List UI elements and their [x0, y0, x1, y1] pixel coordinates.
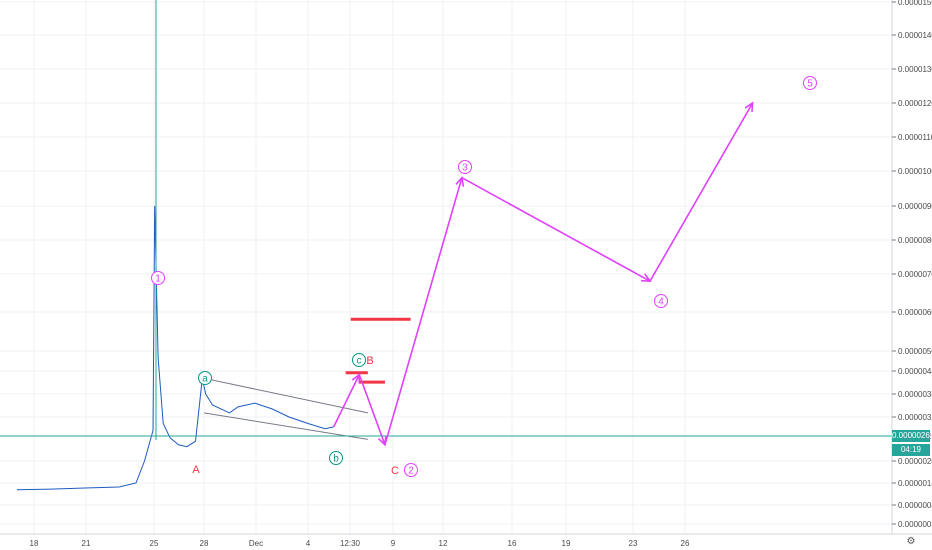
gear-icon[interactable]: ⚙ [906, 536, 916, 547]
y-tick-label: 0.00000030 [898, 520, 932, 529]
x-tick-label: 16 [508, 539, 517, 548]
y-tick-label: 0.00001000 [898, 167, 932, 176]
y-tick-label: 0.00001100 [898, 133, 932, 142]
wave-label-B: B [366, 355, 373, 367]
y-tick-label: 0.00000320 [898, 413, 932, 422]
projection-arrowhead [744, 101, 754, 113]
wave-label-c: c [357, 356, 362, 367]
wave-label-circle [654, 294, 668, 308]
channel-upper [203, 377, 368, 414]
y-axis: 0.00001500 0.00001400 0.00001300 0.00001200… [892, 0, 932, 529]
wave-label-circle [151, 271, 165, 285]
y-tick-label: 0.00000700 [898, 270, 932, 279]
x-tick-label: 25 [150, 539, 159, 548]
wave-label-circle [352, 353, 366, 367]
x-tick-label: 12 [439, 539, 448, 548]
wave-label-circle [329, 451, 343, 465]
y-tick-label: 0.00001300 [898, 65, 932, 74]
projection-segment [332, 374, 361, 428]
wave-label-C: C [391, 465, 399, 477]
wave-label-1: 1 [155, 274, 161, 285]
y-tick-label: 0.00001400 [898, 31, 932, 40]
y-tick-label: 0.00000140 [898, 479, 932, 488]
x-tick-label: 19 [562, 539, 571, 548]
x-tick-label: 21 [82, 539, 91, 548]
x-tick-label: Dec [249, 539, 263, 548]
wave-label-2: 2 [408, 466, 414, 477]
wave-label-circle [404, 463, 418, 477]
wave-label-3: 3 [462, 163, 468, 174]
x-tick-label: 9 [391, 539, 396, 548]
projection-segment [649, 102, 754, 282]
projection-path [332, 101, 754, 447]
y-tick-label: 0.00000900 [898, 202, 932, 211]
price-line [16, 205, 334, 491]
y-tick-label: 0.00000800 [898, 236, 932, 245]
resistance-lines [345, 317, 411, 384]
x-axis: 18 21 25 28 Dec 4 12:30 9 12 16 19 23 26 [30, 539, 690, 548]
wave-label-a: a [202, 374, 208, 385]
projection-segment [384, 177, 463, 446]
grid [0, 0, 892, 534]
wave-label-b: b [333, 454, 339, 465]
channel-lines [203, 377, 368, 440]
wave-label-circle [198, 371, 212, 385]
projection-segment [358, 374, 386, 446]
wave-labels: 1 Aa b c B C 2 3 4 5 [151, 76, 817, 477]
x-tick-label: 26 [681, 539, 690, 548]
x-tick-label: 23 [629, 539, 638, 548]
projection-segment [461, 177, 651, 282]
y-tick-label: 0.00000085 [898, 501, 932, 510]
wave-label-circle [803, 76, 817, 90]
x-tick-label: 4 [306, 539, 311, 548]
wave-label-5: 5 [807, 79, 813, 90]
y-tick-label: 0.00000600 [898, 308, 932, 317]
y-tick-label: 0.00000380 [898, 390, 932, 399]
wave-label-circle [458, 160, 472, 174]
channel-lower [203, 412, 368, 440]
countdown-badge: 04:19 [892, 444, 930, 456]
y-tick-label: 0.00000500 [898, 347, 932, 356]
x-tick-label: 18 [30, 539, 39, 548]
y-tick-label: 0.00000200 [898, 457, 932, 466]
y-tick-label: 0.00001200 [898, 99, 932, 108]
wave-label-A: A [192, 464, 200, 476]
current-price-badge: 0.00000265 [892, 430, 932, 442]
y-tick-label: 0.00000440 [898, 367, 932, 376]
y-tick-label: 0.00001500 [898, 0, 932, 7]
wave-label-4: 4 [658, 297, 664, 308]
x-tick-label: 28 [200, 539, 209, 548]
x-tick-label: 12:30 [340, 539, 361, 548]
